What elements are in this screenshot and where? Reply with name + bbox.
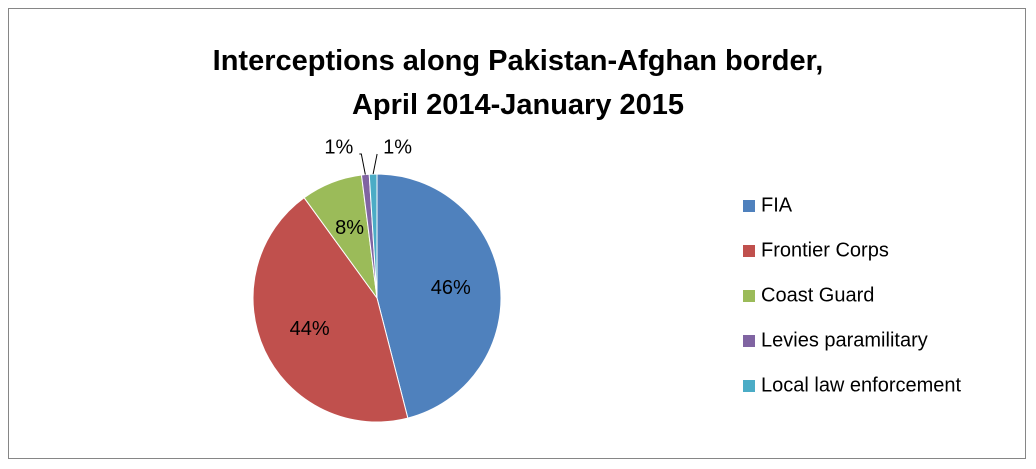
leader-line <box>372 153 378 175</box>
pie-slice <box>252 196 409 423</box>
legend-swatch <box>743 200 755 212</box>
data-label: 44% <box>290 318 330 340</box>
leader-line <box>359 153 366 175</box>
legend-swatch <box>743 245 755 257</box>
legend-label: Levies paramilitary <box>761 329 928 351</box>
legend-label: FIA <box>761 194 793 216</box>
legend-swatch <box>743 380 755 392</box>
chart: 46% 44% 8% 1% 1% FIA Frontier Corps Coast Guard… <box>252 136 962 423</box>
chart-frame: Interceptions along Pakistan-Afghan bord… <box>8 8 1026 459</box>
legend-swatch <box>743 335 755 347</box>
chart-title: Interceptions along Pakistan-Afghan bord… <box>212 45 824 121</box>
legend-label: Local law enforcement <box>761 374 962 396</box>
legend-swatch <box>743 290 755 302</box>
pie-slice <box>376 173 502 419</box>
data-label: 1% <box>383 136 412 158</box>
legend-label: Coast Guard <box>761 284 874 306</box>
data-label: 46% <box>431 277 471 299</box>
pie-slice <box>368 173 378 299</box>
data-label: 1% <box>324 136 353 158</box>
legend-label: Frontier Corps <box>761 239 889 261</box>
data-label: 8% <box>335 217 364 239</box>
